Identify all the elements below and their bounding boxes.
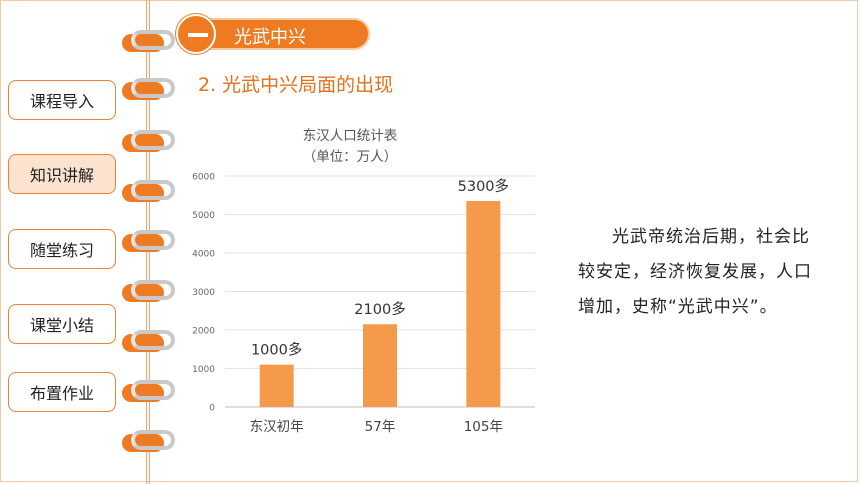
- y-tick-label: 1000: [192, 365, 215, 375]
- section-number-badge: [176, 14, 216, 54]
- data-label: 2100多: [354, 301, 405, 318]
- nav-button-homework[interactable]: 布置作业: [8, 372, 116, 412]
- x-tick-label: 57年: [365, 419, 396, 435]
- section-pill: [194, 18, 370, 50]
- data-label: 5300多: [458, 178, 509, 195]
- body-paragraph: 光武帝统治后期，社会比较安定，经济恢复发展，人口增加，史称“光武中兴”。: [578, 227, 812, 317]
- y-tick-label: 6000: [192, 173, 215, 183]
- chart-subtitle: （单位：万人）: [302, 149, 398, 165]
- notebook-ring: [122, 180, 175, 202]
- data-label: 1000多: [251, 342, 302, 359]
- y-tick-label: 5000: [192, 211, 215, 221]
- section-header-tab: 光武中兴: [176, 14, 372, 54]
- nav-button-label: 课程导入: [29, 92, 94, 111]
- nav-button-label: 知识讲解: [29, 166, 94, 185]
- x-tick-label: 105年: [464, 419, 503, 435]
- y-tick-label: 2000: [192, 327, 215, 337]
- nav-button-practice[interactable]: 随堂练习: [8, 229, 116, 269]
- section-title: 光武中兴: [234, 27, 306, 48]
- bar: [259, 364, 294, 407]
- section-number-symbol: [188, 33, 208, 37]
- bar: [466, 201, 501, 407]
- notebook-ring: [122, 130, 175, 152]
- notebook-ring: [122, 430, 175, 452]
- x-tick-label: 东汉初年: [250, 418, 304, 435]
- chart-title: 东汉人口统计表: [302, 128, 398, 144]
- nav-button-label: 布置作业: [29, 384, 94, 403]
- slide-subtitle: 2. 光武中兴局面的出现: [198, 74, 394, 96]
- notebook-ring: [122, 230, 175, 252]
- nav-button-summary[interactable]: 课堂小结: [8, 304, 116, 344]
- nav-button-knowledge[interactable]: 知识讲解: [8, 154, 116, 194]
- notebook-ring: [122, 280, 175, 302]
- notebook-ring: [122, 78, 175, 100]
- notebook-ring: [122, 380, 175, 402]
- nav-button-label: 随堂练习: [29, 241, 94, 260]
- notebook-ring: [122, 330, 175, 352]
- notebook-ring: [122, 30, 175, 52]
- y-tick-label: 3000: [192, 288, 215, 298]
- nav-button-label: 课堂小结: [29, 316, 94, 335]
- nav-button-course-intro[interactable]: 课程导入: [8, 80, 116, 120]
- bar: [363, 324, 397, 407]
- y-tick-label: 4000: [192, 250, 215, 260]
- y-tick-label: 0: [209, 404, 215, 414]
